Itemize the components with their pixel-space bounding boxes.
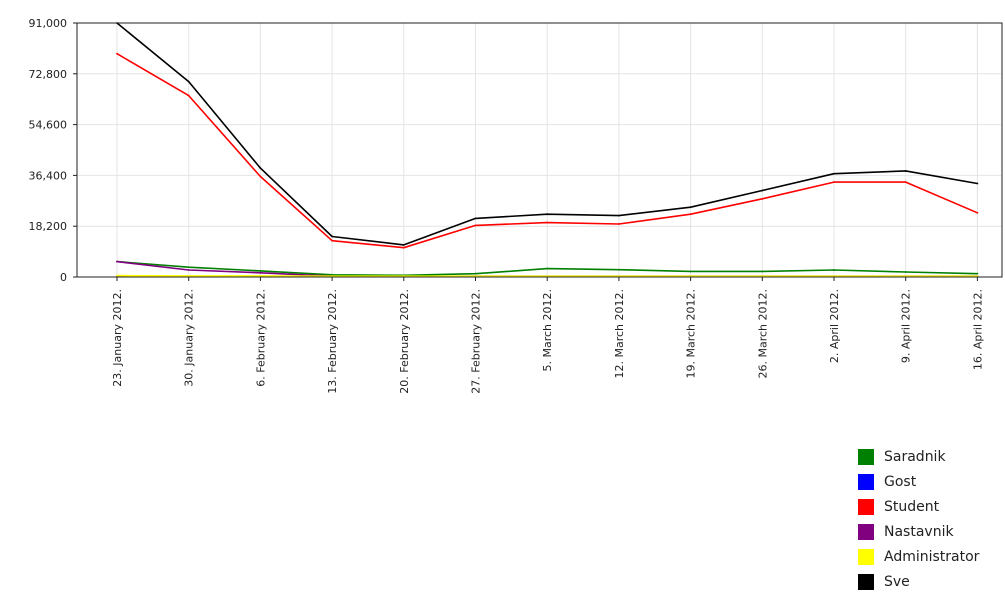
data-point-saradnik	[689, 270, 692, 273]
legend-label: Sve	[884, 573, 910, 590]
data-point-student	[618, 223, 620, 225]
y-tick-label: 72,800	[29, 68, 68, 81]
y-tick-label: 54,600	[29, 119, 68, 132]
legend-item: Administrator	[858, 544, 979, 569]
data-point-sve	[474, 217, 477, 220]
legend-swatch	[858, 473, 874, 490]
x-tick-label: 16. April 2012.	[971, 289, 984, 370]
legend-item: Nastavnik	[858, 519, 979, 544]
data-point-student	[402, 246, 405, 249]
data-point-sve	[259, 167, 262, 170]
x-tick-label: 19. March 2012.	[685, 289, 698, 379]
data-point-saradnik	[904, 271, 907, 273]
data-point-student	[976, 211, 979, 214]
data-point-sve	[618, 214, 620, 217]
legend-item: Saradnik	[858, 444, 979, 469]
data-point-sve	[331, 235, 333, 238]
x-tick-label: 13. February 2012.	[326, 289, 339, 394]
data-point-student	[259, 175, 262, 178]
data-point-saradnik	[546, 267, 549, 270]
data-point-student	[689, 213, 692, 216]
plot-frame	[76, 22, 1003, 278]
data-point-sve	[546, 213, 549, 216]
legend-swatch	[858, 498, 874, 515]
data-point-sve	[689, 206, 692, 209]
legend: Saradnik Gost Student Nastavnik Administrato…	[858, 444, 979, 594]
data-point-student	[904, 181, 907, 183]
legend-item: Student	[858, 494, 979, 519]
data-point-saradnik	[259, 269, 262, 272]
data-point-administrator	[259, 274, 262, 277]
y-tick-label: 0	[60, 271, 67, 284]
legend-label: Saradnik	[884, 448, 946, 465]
data-point-student	[331, 239, 333, 242]
data-point-student	[546, 221, 549, 224]
y-tick-label: 91,000	[29, 17, 68, 30]
data-point-student	[116, 52, 118, 55]
data-point-saradnik	[833, 269, 835, 271]
data-point-student	[761, 197, 764, 200]
legend-label: Gost	[884, 473, 917, 490]
legend-swatch	[858, 548, 874, 565]
data-point-saradnik	[761, 270, 764, 273]
legend-swatch	[858, 448, 874, 465]
legend-item: Gost	[858, 469, 979, 494]
x-tick-label: 2. April 2012.	[828, 289, 841, 363]
x-tick-label: 23. January 2012.	[111, 289, 124, 387]
x-tick-label: 12. March 2012.	[613, 289, 626, 379]
x-tick-label: 5. March 2012.	[541, 289, 554, 372]
data-point-saradnik	[618, 268, 620, 271]
legend-label: Nastavnik	[884, 523, 954, 540]
data-point-student	[187, 94, 190, 97]
data-point-sve	[402, 244, 405, 246]
x-tick-label: 30. January 2012.	[183, 289, 196, 387]
y-tick-label: 36,400	[29, 169, 68, 182]
x-tick-label: 20. February 2012.	[398, 289, 411, 394]
data-point-sve	[976, 182, 979, 185]
y-axis-ticks: 0 18,200 36,400 54,600 72,800 91,000	[29, 17, 77, 284]
legend-swatch	[858, 573, 874, 590]
data-point-student	[474, 224, 477, 227]
data-point-nastavnik	[187, 269, 190, 271]
legend-item: Sve	[858, 569, 979, 594]
legend-label: Administrator	[884, 548, 980, 565]
data-point-nastavnik	[116, 260, 118, 263]
y-tick-label: 18,200	[29, 220, 68, 233]
data-point-sve	[833, 172, 835, 175]
data-point-sve	[904, 170, 907, 172]
data-point-saradnik	[187, 266, 190, 269]
data-point-sve	[761, 189, 764, 192]
grid	[77, 22, 1002, 278]
x-tick-label: 26. March 2012.	[756, 289, 769, 379]
data-point-saradnik	[976, 272, 979, 275]
data-point-administrator	[187, 274, 190, 277]
data-point-saradnik	[474, 272, 477, 275]
data-point-sve	[187, 80, 190, 83]
data-point-nastavnik	[259, 271, 262, 274]
x-tick-label: 9. April 2012.	[900, 289, 913, 363]
data-point-saradnik	[331, 273, 333, 276]
legend-label: Student	[884, 498, 940, 515]
data-point-student	[833, 181, 835, 183]
data-point-administrator	[116, 274, 118, 277]
x-tick-label: 27. February 2012.	[470, 289, 483, 394]
x-tick-label: 6. February 2012.	[254, 289, 267, 387]
x-axis-ticks: 23. January 2012. 30. January 2012. 6. Feb…	[111, 277, 984, 394]
legend-swatch	[858, 523, 874, 540]
